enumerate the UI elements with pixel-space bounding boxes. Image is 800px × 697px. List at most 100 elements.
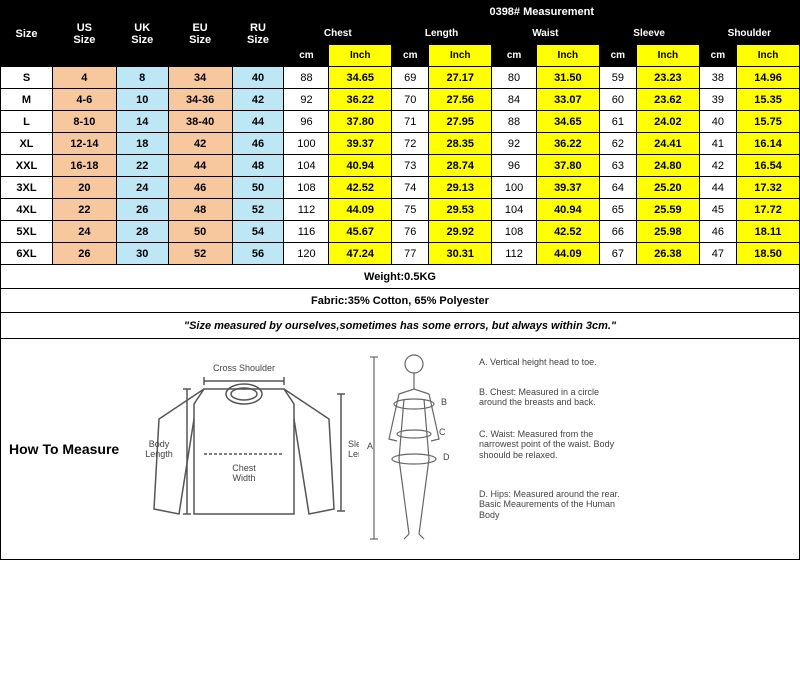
cell-ru: 46: [232, 133, 284, 155]
cell-slv_in: 24.02: [637, 111, 700, 133]
cell-us: 16-18: [52, 155, 116, 177]
body-diagram: A B C D A. Vertical height head to toe. …: [359, 349, 659, 549]
cell-size: L: [1, 111, 53, 133]
cell-slv_cm: 62: [599, 133, 636, 155]
cell-len_in: 29.53: [429, 199, 492, 221]
table-row: 5XL2428505411645.677629.9210842.526625.9…: [1, 221, 800, 243]
cell-size: XXL: [1, 155, 53, 177]
cell-len_in: 28.74: [429, 155, 492, 177]
body-label-d: D. Hips: Measured around the rear. Basic…: [479, 489, 629, 520]
cell-slv_in: 23.62: [637, 89, 700, 111]
cell-sh_cm: 41: [699, 133, 736, 155]
cell-slv_cm: 66: [599, 221, 636, 243]
cell-waist_in: 37.80: [537, 155, 600, 177]
cell-waist_in: 31.50: [537, 67, 600, 89]
cell-len_cm: 71: [392, 111, 429, 133]
label-body-length: Body: [149, 439, 170, 449]
cell-chest_cm: 104: [284, 155, 329, 177]
info-fabric: Fabric:35% Cotton, 65% Polyester: [1, 289, 800, 313]
cell-ru: 40: [232, 67, 284, 89]
cell-us: 20: [52, 177, 116, 199]
cell-waist_in: 33.07: [537, 89, 600, 111]
cell-ru: 56: [232, 243, 284, 265]
cell-sh_in: 18.11: [737, 221, 800, 243]
cell-us: 4-6: [52, 89, 116, 111]
cell-chest_cm: 120: [284, 243, 329, 265]
col-ru: RU Size: [232, 1, 284, 67]
cell-len_cm: 73: [392, 155, 429, 177]
cell-slv_cm: 67: [599, 243, 636, 265]
cell-waist_cm: 112: [492, 243, 537, 265]
cell-slv_cm: 63: [599, 155, 636, 177]
cell-sh_in: 15.35: [737, 89, 800, 111]
cell-slv_in: 24.80: [637, 155, 700, 177]
unit-inch: Inch: [537, 45, 600, 67]
how-to-measure-section: How To Measure: [0, 339, 800, 560]
cell-slv_in: 24.41: [637, 133, 700, 155]
unit-inch: Inch: [737, 45, 800, 67]
cell-sh_cm: 39: [699, 89, 736, 111]
cell-len_cm: 69: [392, 67, 429, 89]
cell-sh_in: 16.14: [737, 133, 800, 155]
cell-sh_cm: 44: [699, 177, 736, 199]
cell-chest_cm: 108: [284, 177, 329, 199]
cell-waist_cm: 84: [492, 89, 537, 111]
cell-sh_in: 15.75: [737, 111, 800, 133]
cell-us: 24: [52, 221, 116, 243]
cell-slv_cm: 61: [599, 111, 636, 133]
cell-sh_cm: 45: [699, 199, 736, 221]
cell-ru: 54: [232, 221, 284, 243]
cell-eu: 44: [168, 155, 232, 177]
svg-text:C: C: [439, 427, 446, 437]
cell-uk: 22: [116, 155, 168, 177]
cell-size: XL: [1, 133, 53, 155]
cell-chest_in: 47.24: [329, 243, 392, 265]
cell-sh_in: 18.50: [737, 243, 800, 265]
shirt-diagram: Cross Shoulder Body Length Chest Width S…: [129, 359, 359, 539]
cell-waist_cm: 100: [492, 177, 537, 199]
cell-chest_in: 39.37: [329, 133, 392, 155]
cell-size: 5XL: [1, 221, 53, 243]
cell-len_in: 29.13: [429, 177, 492, 199]
col-us: US Size: [52, 1, 116, 67]
cell-eu: 52: [168, 243, 232, 265]
cell-len_in: 28.35: [429, 133, 492, 155]
table-row: M4-61034-36429236.227027.568433.076023.6…: [1, 89, 800, 111]
label-sleeve-length: Sleeve: [348, 439, 359, 449]
howto-title: How To Measure: [9, 441, 129, 457]
cell-chest_in: 34.65: [329, 67, 392, 89]
svg-text:Length: Length: [145, 449, 173, 459]
cell-chest_in: 44.09: [329, 199, 392, 221]
unit-cm: cm: [599, 45, 636, 67]
cell-waist_in: 40.94: [537, 199, 600, 221]
svg-text:D: D: [443, 452, 450, 462]
cell-waist_cm: 108: [492, 221, 537, 243]
cell-eu: 34-36: [168, 89, 232, 111]
body-label-a: A. Vertical height head to toe.: [479, 357, 629, 367]
unit-cm: cm: [392, 45, 429, 67]
table-row: 6XL2630525612047.247730.3111244.096726.3…: [1, 243, 800, 265]
cell-us: 22: [52, 199, 116, 221]
cell-ru: 42: [232, 89, 284, 111]
cell-len_cm: 72: [392, 133, 429, 155]
cell-eu: 34: [168, 67, 232, 89]
cell-sh_in: 17.72: [737, 199, 800, 221]
cell-size: 3XL: [1, 177, 53, 199]
label-chest-width: Chest: [232, 463, 256, 473]
cell-len_cm: 74: [392, 177, 429, 199]
cell-uk: 18: [116, 133, 168, 155]
col-sleeve: Sleeve: [599, 23, 699, 45]
cell-sh_in: 17.32: [737, 177, 800, 199]
cell-len_cm: 76: [392, 221, 429, 243]
info-note: "Size measured by ourselves,sometimes ha…: [1, 313, 800, 339]
cell-slv_cm: 65: [599, 199, 636, 221]
cell-chest_cm: 88: [284, 67, 329, 89]
info-weight: Weight:0.5KG: [1, 265, 800, 289]
cell-slv_cm: 64: [599, 177, 636, 199]
svg-text:Length: Length: [348, 449, 359, 459]
cell-uk: 30: [116, 243, 168, 265]
cell-ru: 48: [232, 155, 284, 177]
cell-chest_cm: 92: [284, 89, 329, 111]
cell-chest_cm: 100: [284, 133, 329, 155]
cell-waist_cm: 92: [492, 133, 537, 155]
